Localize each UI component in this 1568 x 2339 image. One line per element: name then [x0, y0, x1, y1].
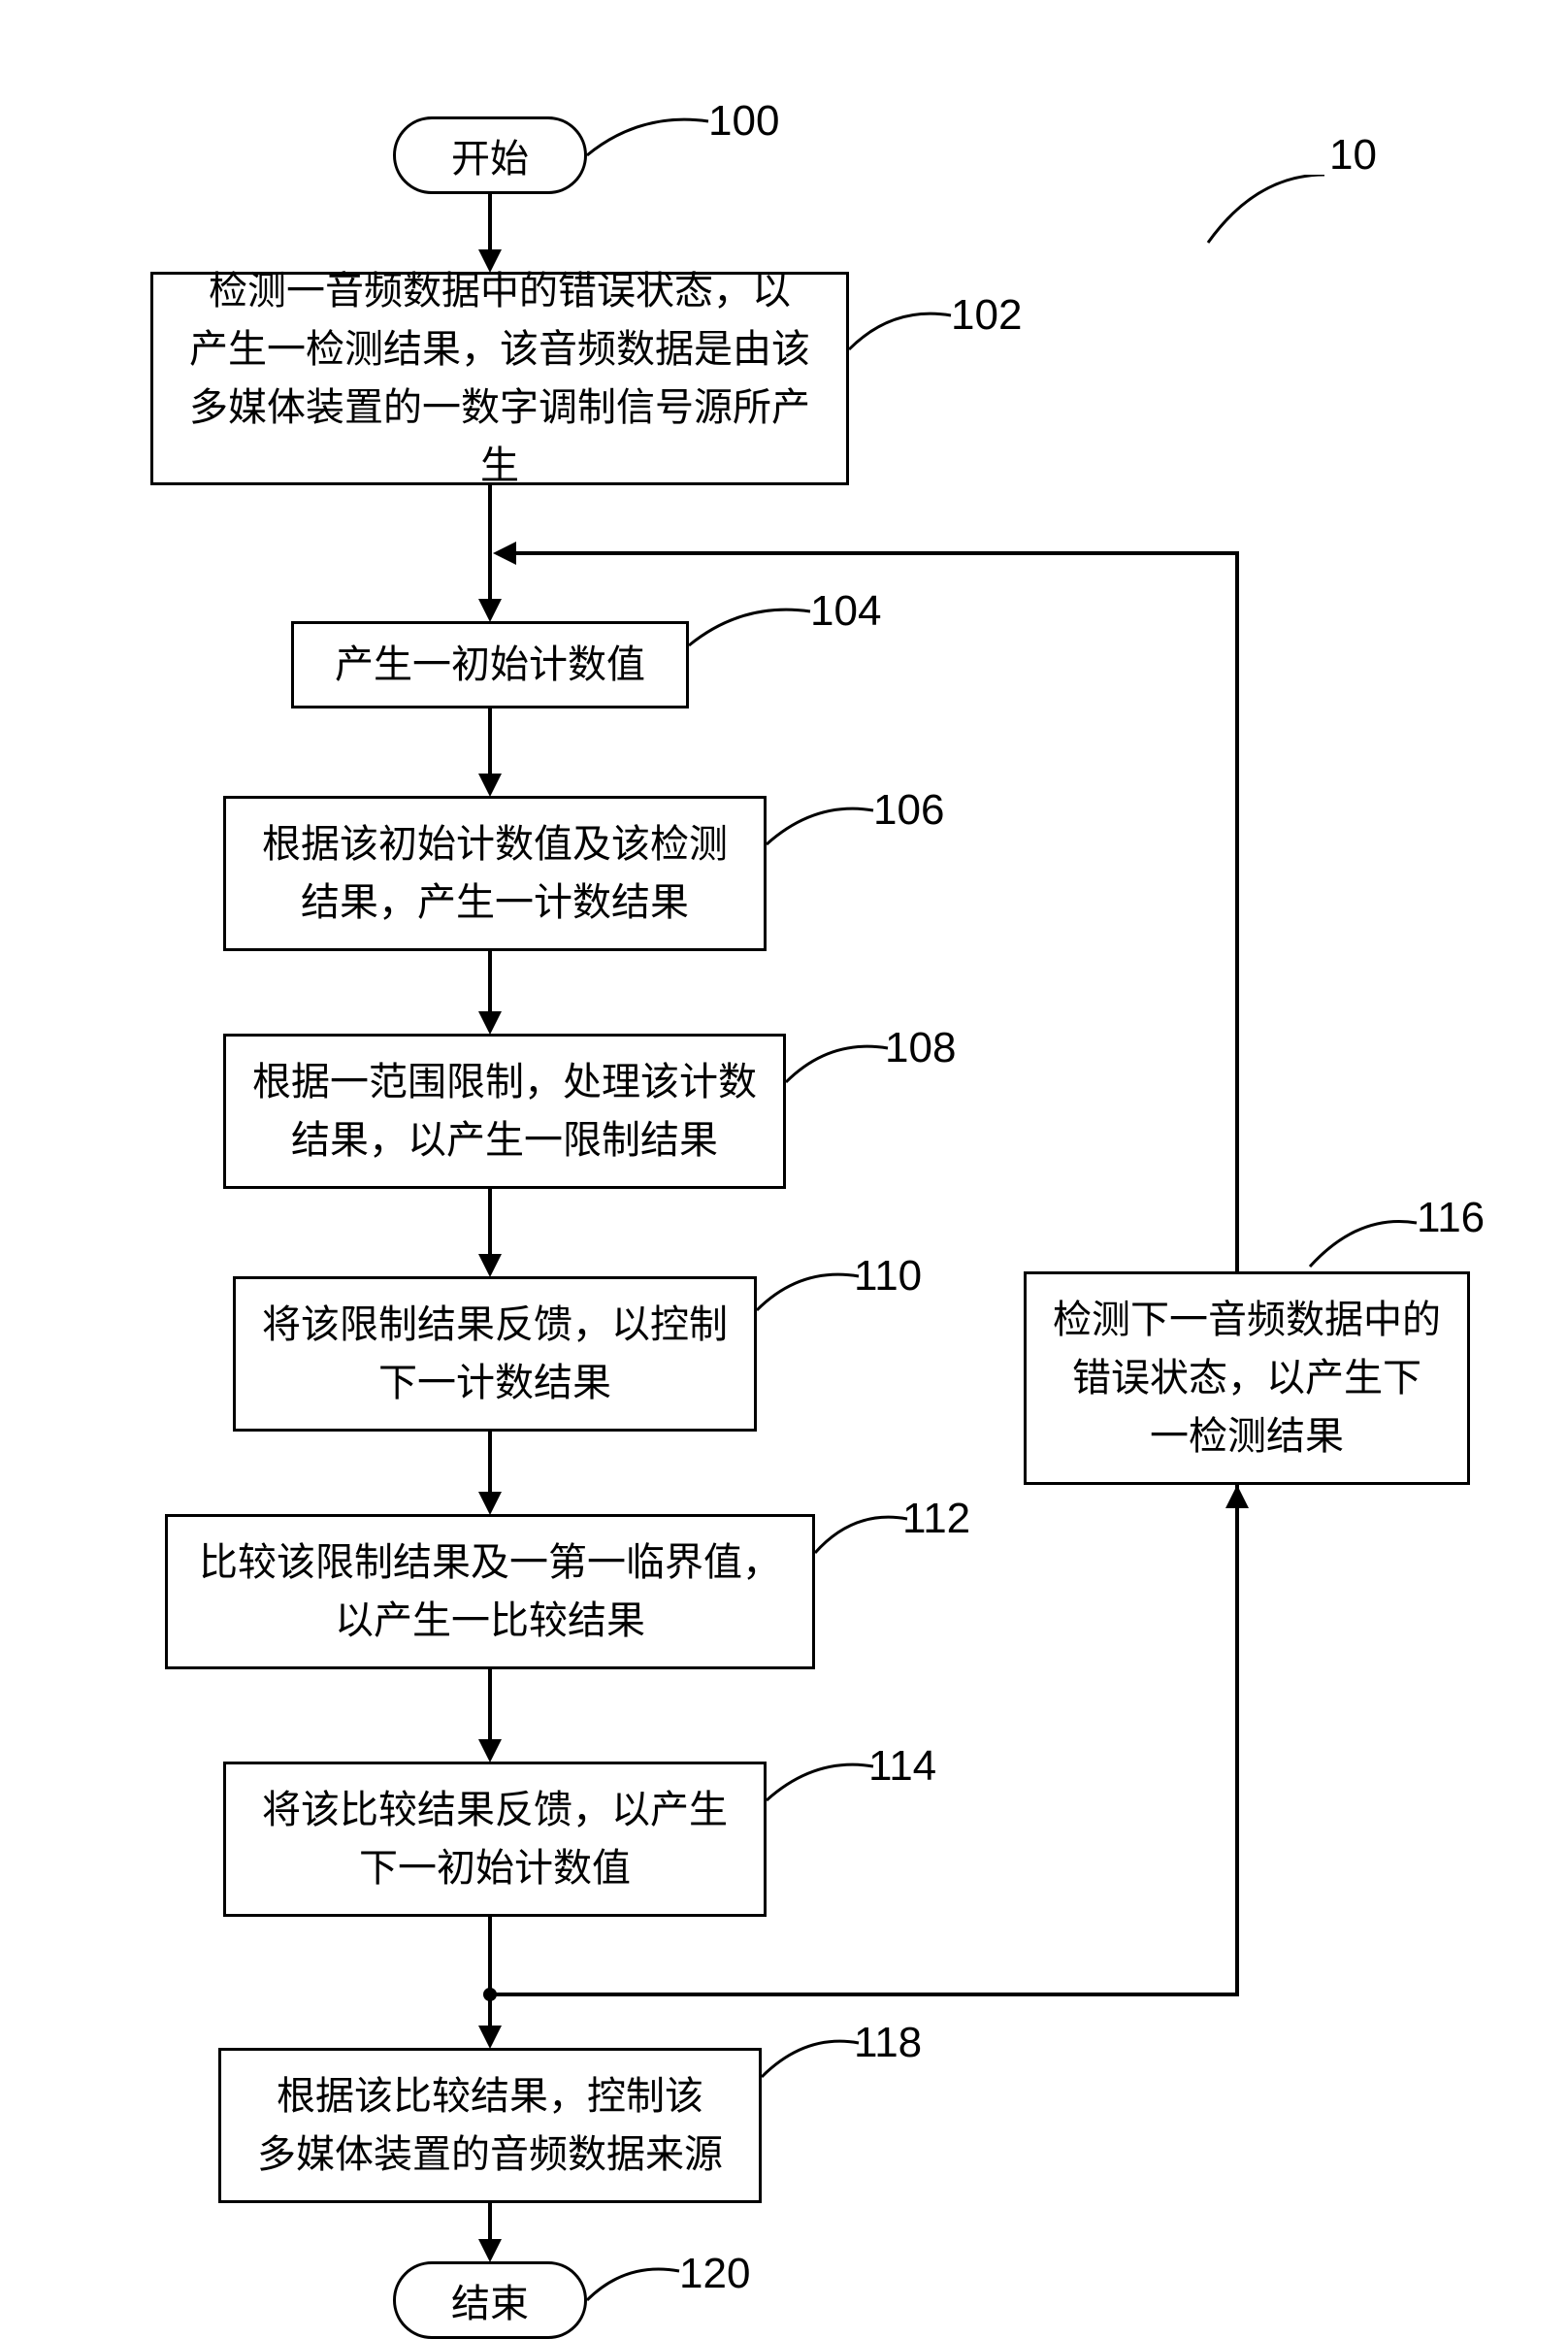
label-114: 114 [868, 1742, 936, 1791]
curve-104 [684, 607, 815, 655]
arrow-line [488, 1669, 492, 1742]
arrow-head [478, 599, 502, 622]
arrow-line [488, 194, 492, 252]
diagram-id-curve [1198, 175, 1334, 252]
arrow-head [493, 542, 516, 565]
label-120: 120 [679, 2250, 750, 2298]
node-start: 开始 [393, 116, 587, 194]
arrow-head [478, 1011, 502, 1035]
feedback-line-v1 [1235, 1485, 1239, 1996]
arrow-line [488, 1189, 492, 1257]
diagram-id-label: 10 [1329, 131, 1377, 180]
node-118: 根据该比较结果，控制该 多媒体装置的音频数据来源 [218, 2048, 762, 2203]
label-112: 112 [902, 1495, 970, 1543]
arrow-line [488, 708, 492, 776]
label-102: 102 [951, 291, 1022, 340]
curve-114 [762, 1762, 878, 1810]
label-104: 104 [810, 587, 881, 636]
arrow-head [478, 1254, 502, 1277]
node-start-text: 开始 [451, 127, 529, 183]
label-110: 110 [854, 1252, 922, 1301]
curve-110 [752, 1271, 864, 1320]
label-116: 116 [1417, 1194, 1485, 1242]
flowchart: 10 开始 100 检测一音频数据中的错误状态，以 产生一检测结果，该音频数据是… [0, 0, 1568, 2317]
arrow-head [478, 2239, 502, 2262]
curve-120 [582, 2266, 684, 2310]
node-112-text: 比较该限制结果及一第一临界值， 以产生一比较结果 [199, 1533, 781, 1650]
curve-116 [1305, 1218, 1421, 1271]
node-110-text: 将该限制结果反馈，以控制 下一计数结果 [262, 1296, 728, 1412]
node-114: 将该比较结果反馈，以产生 下一初始计数值 [223, 1762, 767, 1917]
node-116-text: 检测下一音频数据中的 错误状态，以产生下 一检测结果 [1053, 1291, 1441, 1466]
node-104-text: 产生一初始计数值 [335, 636, 645, 694]
feedback-line-h2 [514, 551, 1239, 555]
node-102: 检测一音频数据中的错误状态，以 产生一检测结果，该音频数据是由该 多媒体装置的一… [150, 272, 849, 485]
arrow-head [478, 774, 502, 797]
label-108: 108 [885, 1024, 956, 1072]
curve-112 [810, 1514, 912, 1563]
label-106: 106 [873, 786, 944, 835]
node-104: 产生一初始计数值 [291, 621, 689, 708]
arrow-line [488, 485, 492, 602]
curve-108 [781, 1043, 893, 1092]
node-118-text: 根据该比较结果，控制该 多媒体装置的音频数据来源 [257, 2067, 723, 2184]
node-end: 结束 [393, 2261, 587, 2339]
curve-102 [844, 311, 956, 359]
curve-106 [762, 806, 878, 854]
feedback-line-h1 [490, 1993, 1239, 1996]
arrow-line [488, 2203, 492, 2244]
arrow-line [488, 951, 492, 1014]
node-102-text: 检测一音频数据中的错误状态，以 产生一检测结果，该音频数据是由该 多媒体装置的一… [173, 262, 827, 495]
node-108-text: 根据一范围限制，处理该计数 结果，以产生一限制结果 [252, 1053, 757, 1170]
label-100: 100 [708, 97, 779, 146]
node-106-text: 根据该初始计数值及该检测 结果，产生一计数结果 [262, 815, 728, 932]
arrow-line [488, 1994, 492, 2028]
arrow-head [478, 2026, 502, 2049]
node-106: 根据该初始计数值及该检测 结果，产生一计数结果 [223, 796, 767, 951]
arrow-head [478, 1739, 502, 1762]
node-end-text: 结束 [451, 2272, 529, 2328]
node-116: 检测下一音频数据中的 错误状态，以产生下 一检测结果 [1024, 1271, 1470, 1485]
node-114-text: 将该比较结果反馈，以产生 下一初始计数值 [262, 1781, 728, 1897]
node-108: 根据一范围限制，处理该计数 结果，以产生一限制结果 [223, 1034, 786, 1189]
feedback-line-v2 [1235, 553, 1239, 1271]
curve-100 [582, 116, 713, 165]
arrow-line [488, 1917, 492, 1994]
curve-118 [757, 2038, 864, 2087]
label-118: 118 [854, 2019, 922, 2067]
arrow-head [1225, 1485, 1249, 1508]
node-110: 将该限制结果反馈，以控制 下一计数结果 [233, 1276, 757, 1432]
node-112: 比较该限制结果及一第一临界值， 以产生一比较结果 [165, 1514, 815, 1669]
arrow-line [488, 1432, 492, 1495]
arrow-head [478, 1492, 502, 1515]
